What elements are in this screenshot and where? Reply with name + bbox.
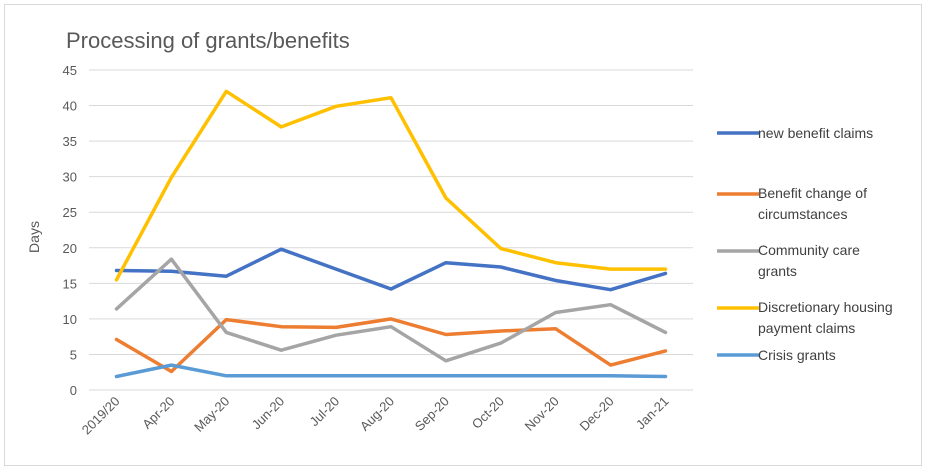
y-tick-label: 45 (63, 63, 77, 78)
x-tick-label: Nov-20 (522, 394, 562, 434)
series-lines (114, 89, 668, 379)
series-line-1 (114, 247, 668, 292)
y-tick-label: 10 (63, 312, 77, 327)
legend-label: new benefit claims (758, 125, 873, 141)
y-tick-label: 20 (63, 241, 77, 256)
series-line-3 (114, 257, 668, 363)
x-tick-label: Aug-20 (357, 394, 397, 434)
x-tick-label: 2019/20 (79, 394, 123, 438)
legend-label: payment claims (758, 320, 855, 336)
series-line-5 (114, 363, 668, 379)
legend-label: Discretionary housing (758, 299, 893, 315)
legend: new benefit claims Benefit change of circu… (717, 125, 893, 363)
y-tick-label: 5 (70, 347, 77, 362)
y-axis-label: Days (26, 221, 42, 253)
legend-label: grants (758, 263, 797, 279)
x-tick-label: Dec-20 (577, 394, 617, 434)
chart-frame: Processing of grants/benefits 0 5 10 15 20 25… (4, 4, 922, 466)
x-tick-label: Jun-20 (249, 394, 288, 433)
y-tick-label: 30 (63, 170, 77, 185)
legend-label: Benefit change of (758, 185, 867, 201)
y-tick-label: 35 (63, 134, 77, 149)
x-tick-label: Jul-20 (307, 394, 343, 430)
x-tick-label: Jan-21 (633, 394, 672, 433)
x-tick-label: Sep-20 (412, 394, 452, 434)
gridlines (89, 69, 693, 391)
y-tick-label: 25 (63, 205, 77, 220)
series-line-2 (114, 317, 668, 374)
x-tick-label: May-20 (191, 394, 232, 435)
legend-label: Crisis grants (758, 347, 836, 363)
x-tick-label: Apr-20 (139, 394, 177, 432)
x-axis-ticks: 2019/20 Apr-20 May-20 Jun-20 Jul-20 Aug-20 Sep… (79, 394, 672, 438)
x-tick-label: Oct-20 (469, 394, 507, 432)
y-tick-label: 0 (70, 383, 77, 398)
chart-title: Processing of grants/benefits (66, 28, 350, 53)
legend-label: Community care (758, 242, 860, 258)
legend-label: circumstances (758, 206, 847, 222)
line-chart: Processing of grants/benefits 0 5 10 15 20 25… (26, 28, 893, 438)
y-tick-label: 15 (63, 276, 77, 291)
series-line-4 (114, 89, 668, 282)
y-axis-ticks: 0 5 10 15 20 25 30 35 40 45 (63, 63, 77, 398)
y-tick-label: 40 (63, 99, 77, 114)
